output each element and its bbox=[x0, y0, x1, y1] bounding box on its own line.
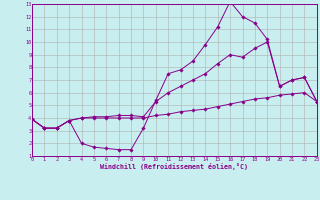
X-axis label: Windchill (Refroidissement éolien,°C): Windchill (Refroidissement éolien,°C) bbox=[100, 163, 248, 170]
